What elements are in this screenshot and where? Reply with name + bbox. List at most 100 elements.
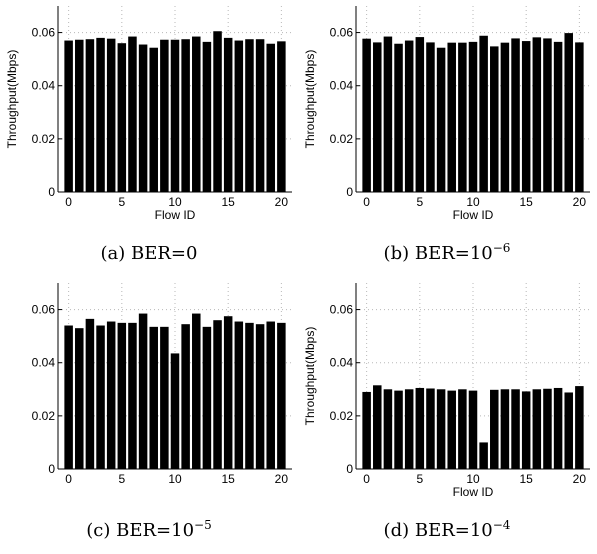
x-axis-label-a: Flow ID [155, 208, 196, 222]
bar-b-11 [479, 35, 488, 193]
bar-d-14 [511, 389, 520, 469]
bar-c-16 [234, 321, 244, 469]
bar-d-12 [490, 389, 499, 469]
y-tick-label-c-0: 0 [48, 462, 55, 476]
y-tick-label-a-2: 0.04 [32, 79, 56, 93]
x-tick-label-d-2: 10 [466, 472, 480, 486]
bar-a-14 [213, 31, 222, 192]
chart-d: 0 0.02 0.04 0.06 0 5 10 15 20 Flow ID Throughput(M… [303, 283, 590, 499]
panel-b: 0 0.02 0.04 0.06 0 5 10 15 20 Flow ID Throughput(M… [298, 0, 596, 277]
x-tick-label-a-0: 0 [65, 195, 72, 209]
bar-c-12 [192, 313, 201, 469]
bar-a-5 [117, 43, 127, 193]
caption-b: (b) BER=10−6 [298, 241, 596, 264]
bar-b-3 [394, 43, 403, 192]
y-tick-label-d-3: 0.06 [330, 303, 354, 317]
y-axis-label-b: Throughput(Mbps) [303, 50, 317, 149]
bar-a-1 [75, 39, 84, 193]
bar-d-19 [564, 392, 573, 469]
bar-d-2 [383, 389, 393, 469]
bar-b-5 [415, 37, 425, 193]
x-tick-label-b-3: 15 [520, 195, 534, 209]
y-tick-label-b-1: 0.02 [330, 132, 354, 146]
bar-a-2 [85, 39, 95, 192]
bar-c-17 [245, 322, 254, 469]
y-tick-label-b-2: 0.04 [330, 79, 354, 93]
x-tick-label-a-3: 15 [222, 195, 236, 209]
bar-c-10 [170, 353, 180, 469]
bar-a-9 [160, 39, 169, 193]
bar-a-6 [128, 36, 137, 192]
bar-a-8 [149, 47, 158, 192]
bar-b-4 [404, 40, 414, 192]
bar-d-7 [436, 389, 446, 469]
panel-c: 0 0.02 0.04 0.06 0 5 10 15 20 (c) BER=10−5 [0, 277, 298, 554]
bar-c-2 [85, 318, 95, 469]
bar-c-11 [181, 324, 190, 469]
caption-a-text: (a) BER=0 [100, 243, 198, 264]
x-tick-label-c-3: 15 [222, 472, 236, 486]
chart-c: 0 0.02 0.04 0.06 0 5 10 15 20 [32, 283, 292, 486]
y-tick-label-d-2: 0.04 [330, 356, 354, 370]
panel-a: 0 0.02 0.04 0.06 0 5 10 15 20 Flow ID Throughput(M… [0, 0, 298, 277]
bar-b-12 [490, 46, 499, 192]
x-tick-label-c-1: 5 [118, 472, 125, 486]
x-tick-label-d-1: 5 [416, 472, 423, 486]
bar-c-13 [202, 326, 212, 469]
y-axis-label-a: Throughput(Mbps) [5, 50, 19, 149]
x-tick-label-c-0: 0 [65, 472, 72, 486]
bar-d-20 [575, 386, 584, 469]
bar-c-5 [117, 322, 127, 469]
bar-c-1 [75, 328, 84, 469]
bar-b-18 [553, 41, 563, 192]
bar-b-1 [373, 42, 382, 192]
x-tick-label-d-3: 15 [520, 472, 534, 486]
bar-d-10 [468, 390, 478, 469]
bar-c-3 [96, 325, 105, 469]
chart-b: 0 0.02 0.04 0.06 0 5 10 15 20 Flow ID Throughput(M… [303, 6, 590, 222]
x-tick-label-d-4: 20 [573, 472, 587, 486]
bar-b-0 [362, 38, 371, 192]
caption-b-text: (b) BER=10 [383, 243, 493, 264]
bar-b-7 [436, 47, 446, 192]
caption-d: (d) BER=10−4 [298, 518, 596, 541]
bar-d-15 [521, 391, 531, 469]
x-axis-label-b: Flow ID [453, 208, 494, 222]
bar-b-10 [468, 41, 478, 192]
bar-a-4 [106, 38, 116, 192]
bar-a-3 [96, 37, 105, 193]
caption-d-text: (d) BER=10 [383, 520, 493, 541]
y-tick-label-c-2: 0.04 [32, 356, 56, 370]
bar-c-9 [160, 326, 169, 469]
bar-c-20 [277, 322, 286, 469]
bar-a-15 [223, 37, 233, 193]
bar-d-9 [458, 389, 467, 469]
caption-a: (a) BER=0 [0, 241, 298, 264]
bar-c-6 [128, 322, 137, 469]
bar-d-3 [394, 390, 403, 469]
bar-a-0 [64, 40, 73, 192]
bar-b-16 [532, 37, 542, 193]
bar-b-17 [543, 38, 552, 192]
y-tick-label-b-3: 0.06 [330, 26, 354, 40]
x-tick-label-a-1: 5 [118, 195, 125, 209]
y-tick-label-a-3: 0.06 [32, 26, 56, 40]
bar-d-11 [479, 442, 488, 469]
x-axis-label-d: Flow ID [453, 485, 494, 499]
caption-c-text: (c) BER=10 [86, 520, 195, 541]
bar-b-15 [521, 41, 531, 193]
chart-a: 0 0.02 0.04 0.06 0 5 10 15 20 Flow ID Throughput(M… [5, 6, 292, 222]
bar-a-10 [170, 39, 180, 193]
y-tick-label-c-3: 0.06 [32, 303, 56, 317]
y-tick-label-a-0: 0 [48, 185, 55, 199]
caption-c-exponent: −5 [194, 518, 212, 532]
bar-a-18 [255, 39, 265, 192]
bar-a-13 [202, 41, 212, 192]
y-tick-label-d-0: 0 [346, 462, 353, 476]
bar-a-17 [245, 39, 254, 192]
bar-b-19 [564, 33, 573, 192]
y-tick-label-c-1: 0.02 [32, 409, 56, 423]
x-tick-label-a-4: 20 [275, 195, 289, 209]
x-tick-label-b-0: 0 [363, 195, 370, 209]
y-tick-label-a-1: 0.02 [32, 132, 56, 146]
